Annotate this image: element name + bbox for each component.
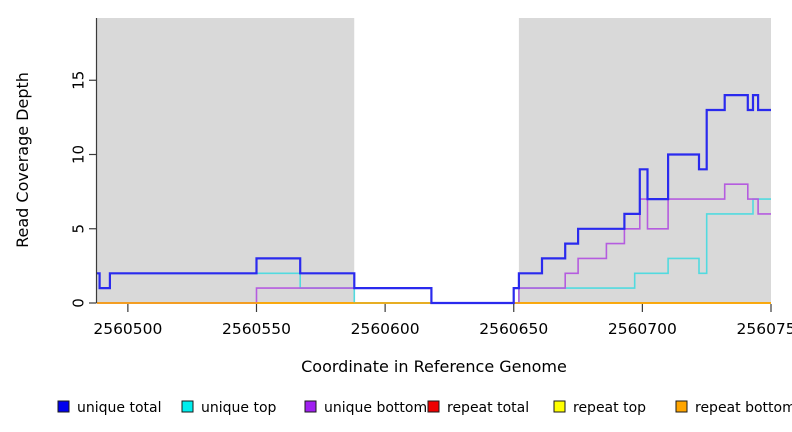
x-tick-label: 2560650 [479, 320, 548, 338]
legend-label: unique top [201, 400, 277, 416]
legend-swatch-unique-bottom [304, 400, 317, 413]
legend: unique total unique top unique bottom repea… [57, 400, 792, 416]
legend-label: repeat top [573, 400, 646, 416]
legend-item: unique total [57, 400, 161, 416]
shaded-region [518, 18, 771, 303]
y-tick-label: 5 [70, 224, 88, 234]
x-tick-label: 2560750 [736, 320, 792, 338]
legend-swatch-unique-total [57, 400, 70, 413]
legend-label: unique bottom [324, 400, 427, 416]
y-tick-label: 15 [70, 71, 88, 90]
series-layer [97, 94, 771, 305]
x-tick-label: 2560550 [222, 320, 291, 338]
x-tick-label: 2560600 [351, 320, 420, 338]
y-tick-label: 0 [70, 298, 88, 308]
legend-label: unique total [77, 400, 161, 416]
legend-item: repeat total [427, 400, 529, 416]
legend-item: unique top [181, 400, 277, 416]
legend-item: repeat top [553, 400, 646, 416]
x-axis-label: Coordinate in Reference Genome [301, 357, 567, 376]
x-tick-label: 2560700 [608, 320, 677, 338]
x-tick-label: 2560500 [93, 320, 162, 338]
axes-layer: 0 5 10 15 2560500 2560550 2560600 2560650 256070… [70, 18, 792, 338]
y-tick-label: 10 [70, 145, 88, 164]
legend-swatch-unique-top [181, 400, 194, 413]
shaded-regions-layer [97, 18, 771, 303]
series-line-unique-total [97, 94, 771, 305]
y-axis-label: Read Coverage Depth [13, 72, 32, 248]
legend-swatch-repeat-total [427, 400, 440, 413]
shaded-region [97, 18, 355, 303]
legend-label: repeat total [447, 400, 529, 416]
legend-item: repeat bottom [675, 400, 792, 416]
legend-swatch-repeat-top [553, 400, 566, 413]
legend-item: unique bottom [304, 400, 427, 416]
legend-label: repeat bottom [695, 400, 792, 416]
legend-swatch-repeat-bottom [675, 400, 688, 413]
